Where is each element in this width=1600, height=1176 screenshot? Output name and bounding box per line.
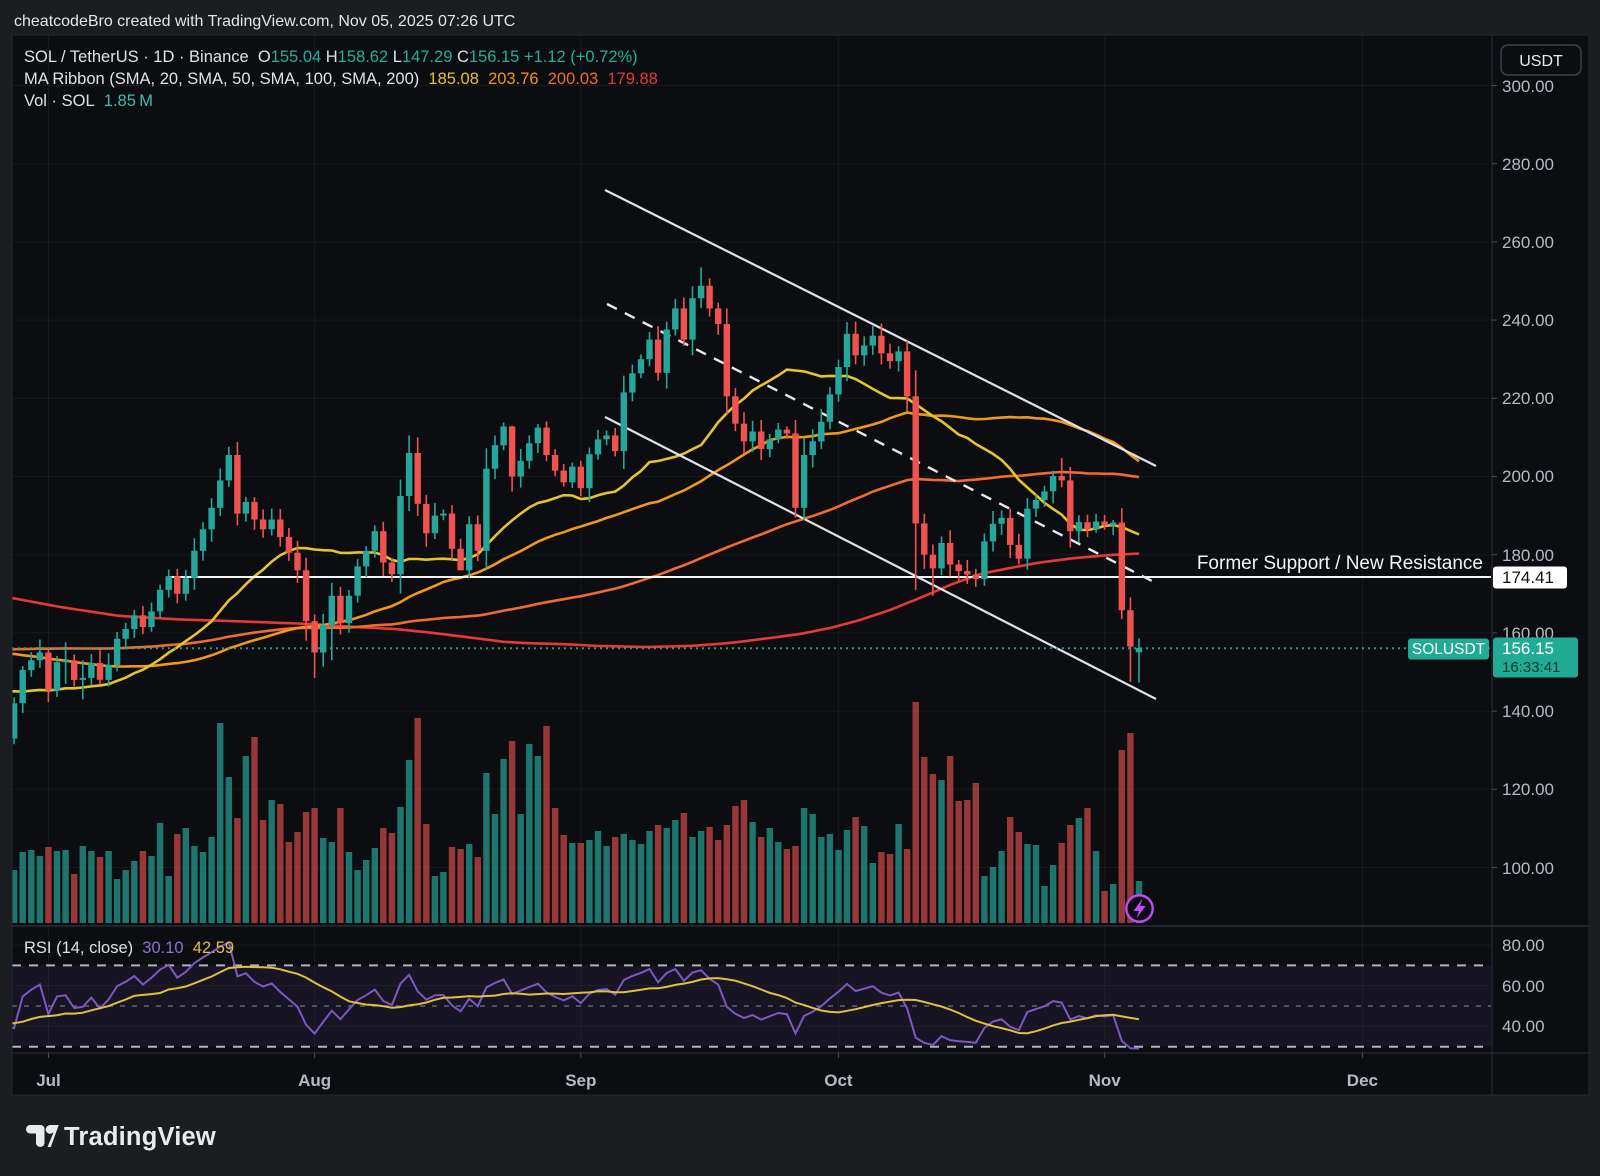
svg-text:300.00: 300.00 [1502, 77, 1554, 96]
svg-text:120.00: 120.00 [1502, 780, 1554, 799]
svg-text:Aug: Aug [298, 1071, 331, 1090]
svg-text:140.00: 140.00 [1502, 702, 1554, 721]
svg-text:Oct: Oct [824, 1071, 853, 1090]
svg-text:Nov: Nov [1089, 1071, 1122, 1090]
svg-text:16:33:41: 16:33:41 [1502, 659, 1560, 676]
svg-text:MA Ribbon (SMA, 20, SMA, 50, S: MA Ribbon (SMA, 20, SMA, 50, SMA, 100, S… [24, 70, 658, 88]
svg-text:TradingView: TradingView [64, 1123, 216, 1151]
svg-text:Former Support / New Resistanc: Former Support / New Resistance [1197, 553, 1483, 574]
svg-text:174.41: 174.41 [1502, 568, 1554, 587]
svg-text:Dec: Dec [1347, 1071, 1378, 1090]
svg-text:100.00: 100.00 [1502, 859, 1554, 878]
svg-text:Vol · SOL 1.85 M: Vol · SOL 1.85 M [24, 92, 153, 110]
svg-text:cheatcodeBro created with Trad: cheatcodeBro created with TradingView.co… [14, 13, 515, 30]
svg-text:40.00: 40.00 [1502, 1017, 1545, 1036]
svg-text:180.00: 180.00 [1502, 546, 1554, 565]
svg-text:240.00: 240.00 [1502, 311, 1554, 330]
svg-text:SOL / TetherUS · 1D · Binance: SOL / TetherUS · 1D · Binance O155.04 H1… [24, 48, 638, 66]
svg-text:60.00: 60.00 [1502, 977, 1545, 996]
svg-text:Sep: Sep [565, 1071, 596, 1090]
svg-text:156.15: 156.15 [1502, 639, 1554, 658]
svg-text:SOLUSDT: SOLUSDT [1412, 641, 1486, 658]
svg-text:USDT: USDT [1519, 53, 1563, 70]
svg-text:260.00: 260.00 [1502, 233, 1554, 252]
svg-text:RSI (14, close) 30.10 42.59: RSI (14, close) 30.10 42.59 [24, 939, 234, 957]
svg-text:80.00: 80.00 [1502, 936, 1545, 955]
svg-text:280.00: 280.00 [1502, 155, 1554, 174]
svg-text:200.00: 200.00 [1502, 467, 1554, 486]
svg-text:Jul: Jul [36, 1071, 61, 1090]
svg-text:220.00: 220.00 [1502, 389, 1554, 408]
